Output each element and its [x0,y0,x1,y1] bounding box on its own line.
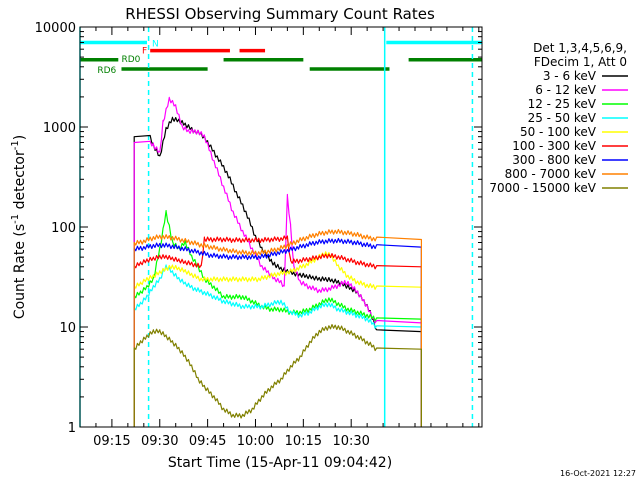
series-line-1 [133,96,422,427]
x-tick-label: 09:15 [93,434,130,449]
x-axis-label: Start Time (15-Apr-11 09:04:42) [168,455,392,471]
y-axis-ticks: 1 10 100 1000 10000 [35,21,482,436]
legend-entry-label: 100 - 300 keV [512,139,596,153]
flag-label: RD6 [97,66,116,76]
legend-entry-label: 300 - 800 keV [512,153,596,167]
legend-entry-label: 7000 - 15000 keV [489,181,596,195]
y-tick-label: 10 [59,321,76,336]
legend-entry-label: 25 - 50 keV [528,111,597,125]
flag-label: N [152,39,159,49]
chart-title: RHESSI Observing Summary Count Rates [125,5,435,23]
series-line-3 [133,264,422,427]
x-tick-label: 10:15 [285,434,322,449]
y-tick-label: 1 [68,421,76,436]
legend-header-line-1: Det 1,3,4,5,6,9, [533,41,627,55]
series-lines [133,96,422,427]
legend-entry-label: 800 - 7000 keV [505,167,597,181]
flag-label: RD0 [121,55,140,65]
series-line-4 [133,251,422,427]
x-tick-label: 10:00 [237,434,274,449]
y-label-sup-2: -1 [10,140,21,150]
y-tick-label: 1000 [43,121,76,136]
legend-entry-label: 50 - 100 keV [520,125,597,139]
x-tick-label: 10:30 [332,434,369,449]
y-label-part-1: Count Rate (s [12,224,28,319]
y-label-sup-1: -1 [10,214,21,224]
series-line-8 [133,324,422,427]
series-line-5 [133,235,422,427]
legend-entry-label: 6 - 12 keV [535,83,597,97]
series-line-7 [133,228,422,427]
y-tick-label: 10000 [35,21,76,36]
series-line-6 [133,237,422,427]
legend-header-line-2: FDecim 1, Att 0 [534,55,627,69]
y-label-part-2: detector [12,150,28,214]
y-axis-label: Count Rate (s-1 detector-1) [10,135,28,319]
timestamp: 16-Oct-2021 12:27 [560,469,636,478]
mode-lines [79,27,474,427]
flag-label: F [142,47,147,57]
legend-entry-label: 3 - 6 keV [543,69,597,83]
legend-entry-label: 12 - 25 keV [528,97,597,111]
y-tick-label: 100 [51,221,76,236]
x-tick-label: 09:30 [141,434,178,449]
x-tick-label: 09:45 [189,434,226,449]
legend: Det 1,3,4,5,6,9, FDecim 1, Att 0 3 - 6 k… [489,41,628,195]
x-axis-ticks: 09:15 09:30 09:45 10:00 10:15 10:30 [79,27,480,449]
series-line-2 [133,210,422,427]
y-label-part-3: ) [12,135,28,140]
